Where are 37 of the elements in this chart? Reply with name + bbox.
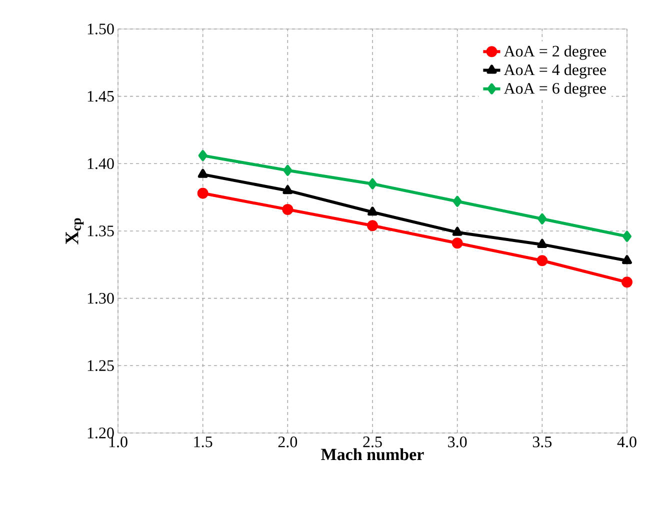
y-tick-label: 1.50: [88, 24, 114, 34]
x-tick-label: 3.0: [448, 436, 467, 448]
point: [198, 168, 208, 178]
point: [197, 188, 208, 199]
y-tick-label: 1.30: [88, 292, 114, 304]
point: [452, 226, 462, 236]
point: [538, 213, 547, 224]
legend-label: AoA = 2 degree: [504, 45, 606, 60]
point: [198, 150, 208, 162]
y-axis-title: X$_{cp}$: [66, 218, 84, 244]
point: [283, 164, 292, 176]
x-tick-label: 1.5: [194, 436, 212, 448]
x-tick-label: 3.5: [532, 436, 552, 448]
point: [282, 204, 294, 215]
x-tick-label: 1.0: [109, 436, 128, 448]
point: [367, 220, 378, 232]
point: [622, 230, 632, 242]
y-tick-label: 1.40: [88, 158, 114, 170]
point: [282, 185, 293, 194]
x-tick-label: 2.0: [278, 436, 298, 448]
point: [452, 238, 463, 249]
point: [621, 276, 632, 288]
point: [368, 206, 378, 216]
legend-label: AoA = 4 degree: [504, 64, 606, 78]
point: [452, 196, 462, 207]
y-tick-label: 1.35: [88, 226, 114, 236]
x-tick-label: 2.5: [363, 436, 382, 448]
x-axis-title: Mach number: [321, 448, 424, 460]
y-tick-label: 1.20: [88, 428, 114, 438]
point: [368, 178, 377, 190]
y-tick-label: 1.45: [88, 90, 114, 102]
x-tick-label: 4.0: [617, 436, 636, 448]
point: [536, 255, 548, 266]
point: [537, 238, 548, 248]
legend-label: AoA = 6 degree: [504, 82, 606, 98]
y-tick-label: 1.25: [88, 360, 114, 372]
point: [622, 255, 632, 264]
